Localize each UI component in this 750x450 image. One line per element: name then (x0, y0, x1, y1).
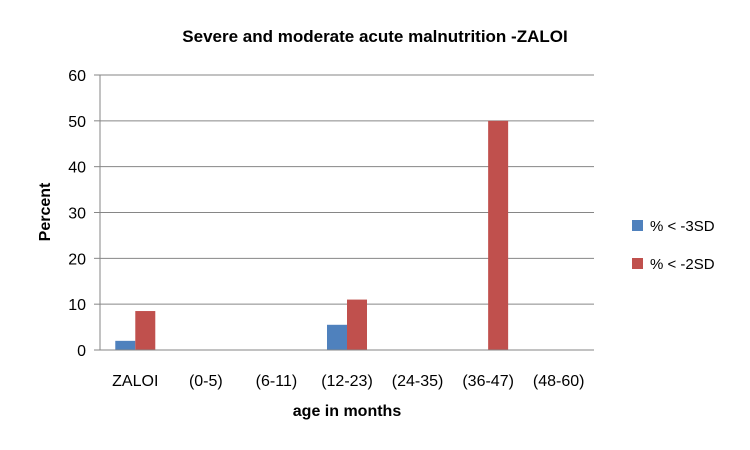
y-tick-label: 50 (68, 114, 86, 131)
x-tick-label: (0-5) (189, 373, 223, 390)
x-tick-label: (36-47) (462, 373, 514, 390)
y-tick-label: 10 (68, 297, 86, 314)
y-tick-label: 0 (77, 343, 86, 360)
bar (115, 340, 136, 350)
legend: % < -3SD % < -2SD (632, 218, 715, 273)
x-tick-label: (48-60) (533, 373, 585, 390)
bar (488, 120, 509, 350)
y-tick-label: 30 (68, 206, 86, 223)
y-tick-label: 40 (68, 160, 86, 177)
legend-label: % < -2SD (650, 256, 715, 273)
bars (115, 120, 509, 350)
x-tick-label: (24-35) (392, 373, 444, 390)
x-tick-label: (12-23) (321, 373, 373, 390)
x-tick-label: ZALOI (112, 373, 158, 390)
y-tick-label: 20 (68, 251, 86, 268)
bar (135, 311, 156, 350)
bar (327, 324, 347, 350)
x-tick-labels: ZALOI (0-5) (6-11) (12-23) (24-35) (36-47) (48… (112, 373, 584, 390)
gridlines (94, 74, 594, 351)
legend-label: % < -3SD (650, 218, 715, 235)
y-tick-labels: 0 10 20 30 40 50 60 (68, 68, 86, 360)
bar (347, 299, 367, 350)
x-axis-title: age in months (293, 403, 402, 420)
chart-title: Severe and moderate acute malnutrition -… (182, 27, 567, 46)
legend-swatch (632, 220, 643, 231)
y-tick-label: 60 (68, 68, 86, 85)
legend-swatch (632, 258, 643, 269)
x-tick-label: (6-11) (256, 373, 298, 390)
y-axis-title: Percent (37, 182, 54, 241)
